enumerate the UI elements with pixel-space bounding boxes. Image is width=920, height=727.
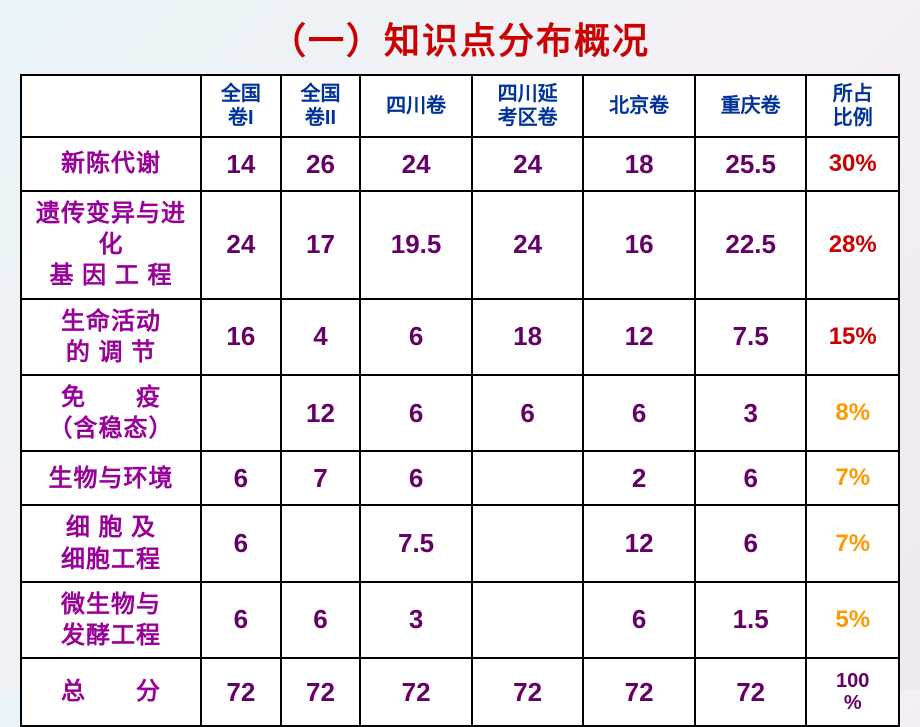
cell-value: 6 — [583, 582, 695, 658]
table-row: 生命活动的 调 节164618127.515% — [21, 299, 899, 375]
cell-value: 6 — [695, 505, 807, 581]
page-title: （一）知识点分布概况 — [20, 12, 900, 64]
cell-value — [201, 375, 281, 451]
cell-value: 16 — [583, 191, 695, 299]
row-label: 生命活动的 调 节 — [21, 299, 201, 375]
row-label: 生物与环境 — [21, 451, 201, 505]
cell-value: 72 — [472, 658, 584, 726]
cell-value: 24 — [472, 191, 584, 299]
table-row: 遗传变异与进化基 因 工 程241719.5241622.528% — [21, 191, 899, 299]
cell-value: 25.5 — [695, 137, 807, 191]
cell-value: 2 — [583, 451, 695, 505]
cell-value: 6 — [583, 375, 695, 451]
cell-value — [472, 505, 584, 581]
cell-value: 6 — [201, 582, 281, 658]
cell-value: 72 — [360, 658, 472, 726]
cell-value: 19.5 — [360, 191, 472, 299]
table-row: 生物与环境676267% — [21, 451, 899, 505]
cell-value: 7.5 — [360, 505, 472, 581]
ratio-cell: 7% — [806, 505, 899, 581]
cell-value: 16 — [201, 299, 281, 375]
cell-value: 6 — [695, 451, 807, 505]
cell-value: 6 — [360, 451, 472, 505]
row-label: 微生物与发酵工程 — [21, 582, 201, 658]
header-col1: 全国卷I — [201, 75, 281, 137]
ratio-cell: 30% — [806, 137, 899, 191]
header-col4: 四川延考区卷 — [472, 75, 584, 137]
header-col3: 四川卷 — [360, 75, 472, 137]
cell-value: 3 — [695, 375, 807, 451]
ratio-cell: 5% — [806, 582, 899, 658]
ratio-cell: 7% — [806, 451, 899, 505]
table-body: 新陈代谢142624241825.530%遗传变异与进化基 因 工 程24171… — [21, 137, 899, 726]
cell-value: 12 — [583, 505, 695, 581]
header-row: 全国卷I 全国卷II 四川卷 四川延考区卷 北京卷 重庆卷 所占比例 — [21, 75, 899, 137]
cell-value: 24 — [201, 191, 281, 299]
knowledge-table: 全国卷I 全国卷II 四川卷 四川延考区卷 北京卷 重庆卷 所占比例 新陈代谢1… — [20, 74, 900, 727]
cell-value: 7.5 — [695, 299, 807, 375]
table-row: 细 胞 及细胞工程67.51267% — [21, 505, 899, 581]
cell-value: 24 — [472, 137, 584, 191]
header-empty — [21, 75, 201, 137]
cell-value: 72 — [201, 658, 281, 726]
table-row: 微生物与发酵工程66361.55% — [21, 582, 899, 658]
cell-value: 12 — [583, 299, 695, 375]
cell-value — [281, 505, 361, 581]
cell-value: 17 — [281, 191, 361, 299]
cell-value — [472, 582, 584, 658]
cell-value: 6 — [360, 299, 472, 375]
cell-value: 6 — [360, 375, 472, 451]
table-row: 总 分727272727272100% — [21, 658, 899, 726]
cell-value: 1.5 — [695, 582, 807, 658]
header-col6: 重庆卷 — [695, 75, 807, 137]
ratio-cell: 100% — [806, 658, 899, 726]
cell-value: 4 — [281, 299, 361, 375]
cell-value: 18 — [472, 299, 584, 375]
ratio-cell: 28% — [806, 191, 899, 299]
cell-value: 14 — [201, 137, 281, 191]
table-row: 免 疫（含稳态）1266638% — [21, 375, 899, 451]
cell-value — [472, 451, 584, 505]
header-ratio: 所占比例 — [806, 75, 899, 137]
ratio-cell: 15% — [806, 299, 899, 375]
cell-value: 72 — [583, 658, 695, 726]
cell-value: 22.5 — [695, 191, 807, 299]
table-row: 新陈代谢142624241825.530% — [21, 137, 899, 191]
row-label: 遗传变异与进化基 因 工 程 — [21, 191, 201, 299]
cell-value: 26 — [281, 137, 361, 191]
cell-value: 6 — [281, 582, 361, 658]
row-label: 总 分 — [21, 658, 201, 726]
cell-value: 72 — [281, 658, 361, 726]
cell-value: 12 — [281, 375, 361, 451]
row-label: 新陈代谢 — [21, 137, 201, 191]
header-col5: 北京卷 — [583, 75, 695, 137]
row-label: 细 胞 及细胞工程 — [21, 505, 201, 581]
header-col2: 全国卷II — [281, 75, 361, 137]
cell-value: 6 — [201, 451, 281, 505]
cell-value: 7 — [281, 451, 361, 505]
cell-value: 6 — [201, 505, 281, 581]
cell-value: 24 — [360, 137, 472, 191]
cell-value: 6 — [472, 375, 584, 451]
cell-value: 72 — [695, 658, 807, 726]
cell-value: 3 — [360, 582, 472, 658]
row-label: 免 疫（含稳态） — [21, 375, 201, 451]
cell-value: 18 — [583, 137, 695, 191]
ratio-cell: 8% — [806, 375, 899, 451]
